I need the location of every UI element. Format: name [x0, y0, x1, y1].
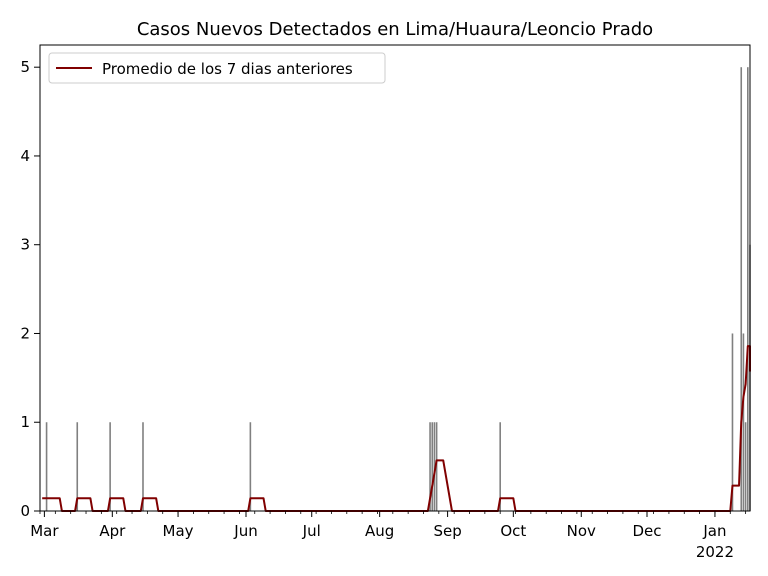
bar-13 — [744, 422, 747, 511]
legend: Promedio de los 7 dias anteriores — [48, 52, 386, 84]
bar-5 — [429, 422, 431, 511]
bar-3 — [142, 422, 144, 511]
x-tick-label-8: Nov — [567, 522, 596, 540]
bar-1 — [76, 422, 79, 511]
x-tick-label-3: Jun — [233, 522, 257, 540]
bar-0 — [45, 422, 48, 511]
x-tick-label-7: Oct — [500, 522, 526, 540]
x-tick-label-1: Apr — [99, 522, 126, 540]
y-tick-label-3: 3 — [20, 236, 30, 254]
plot-area-frame — [39, 44, 751, 512]
y-tick-label-2: 2 — [20, 324, 30, 342]
x-tick-label-4: Jul — [302, 522, 321, 540]
x-tick-label-10: Jan — [702, 522, 726, 540]
bar-9 — [499, 422, 501, 511]
x-tick-label-5: Aug — [365, 522, 394, 540]
bar-6 — [431, 422, 434, 511]
bar-10 — [731, 333, 734, 511]
legend-label: Promedio de los 7 dias anteriores — [102, 60, 353, 78]
x-axis: Mar Apr May Jun Jul Aug Sep Oct Nov Dec Jan — [30, 511, 747, 540]
bar-2 — [109, 422, 111, 511]
x-tick-label-6: Sep — [433, 522, 461, 540]
x-tick-label-0: Mar — [30, 522, 59, 540]
bar-14 — [747, 67, 749, 511]
y-tick-label-4: 4 — [20, 147, 30, 165]
legend-box — [48, 52, 386, 84]
x-tick-label-2: May — [163, 522, 194, 540]
line-group — [42, 345, 751, 512]
bar-4 — [249, 422, 252, 511]
y-tick-label-0: 0 — [20, 502, 30, 520]
bars-group — [45, 67, 751, 511]
x-tick-label-9: Dec — [632, 522, 661, 540]
y-tick-label-1: 1 — [20, 413, 30, 431]
bar-12 — [742, 333, 745, 511]
bar-11 — [740, 67, 743, 511]
y-tick-label-5: 5 — [20, 58, 30, 76]
line-series-0 — [42, 345, 751, 512]
chart-title: Casos Nuevos Detectados en Lima/Huaura/L… — [137, 19, 653, 40]
bar-7 — [433, 422, 436, 511]
y-axis: 0 1 2 3 4 5 — [20, 58, 40, 520]
x-year-label: 2022 — [696, 543, 734, 561]
bar-8 — [435, 422, 438, 511]
